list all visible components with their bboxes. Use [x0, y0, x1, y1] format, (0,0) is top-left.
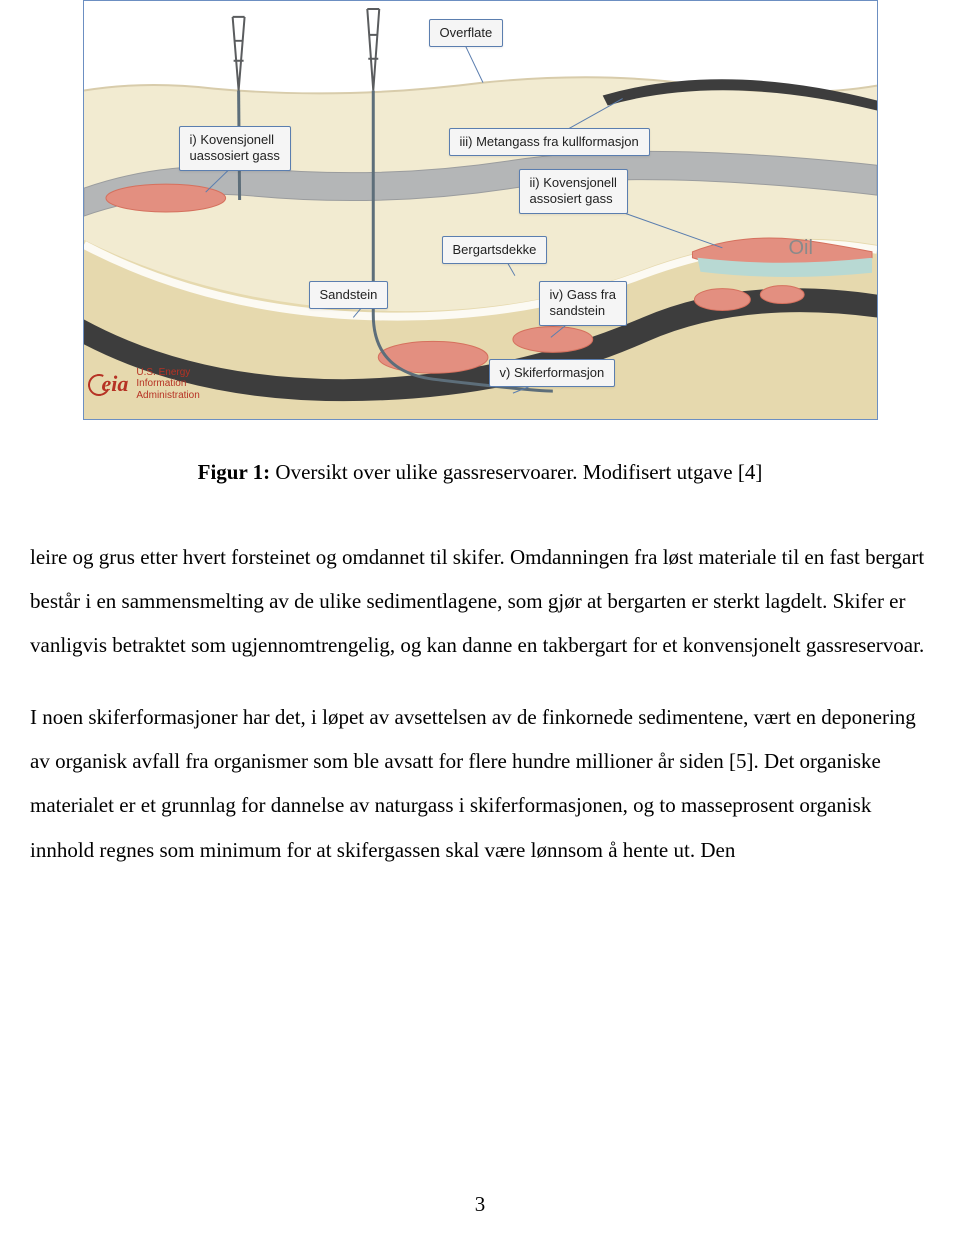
label-iii: iii) Metangass fra kullformasjon [449, 128, 650, 156]
label-oil: Oil [789, 237, 813, 260]
eia-line1: U.S. Energy [136, 367, 199, 379]
label-bergartsdekke: Bergartsdekke [442, 236, 548, 264]
page-number: 3 [0, 1192, 960, 1217]
page: Overflate i) Kovensjonelluassosiert gass… [0, 0, 960, 1235]
eia-logo: eia U.S. Energy Information Administrati… [102, 367, 200, 402]
label-iv: iv) Gass frasandstein [539, 281, 627, 326]
label-v: v) Skiferformasjon [489, 359, 616, 387]
figure-1: Overflate i) Kovensjonelluassosiert gass… [83, 0, 878, 420]
eia-text: U.S. Energy Information Administration [136, 367, 199, 402]
figure-caption: Figur 1: Oversikt over ulike gassreservo… [30, 460, 930, 485]
geology-diagram [84, 1, 877, 419]
paragraph-1: leire og grus etter hvert forsteinet og … [30, 535, 930, 667]
label-ii: ii) Kovensjonellassosiert gass [519, 169, 628, 214]
eia-line3: Administration [136, 390, 199, 402]
label-sandstein: Sandstein [309, 281, 389, 309]
body-text: leire og grus etter hvert forsteinet og … [30, 535, 930, 872]
caption-text: Oversikt over ulike gassreservoarer. Mod… [270, 460, 762, 484]
eia-line2: Information [136, 378, 199, 390]
caption-label: Figur 1: [198, 460, 271, 484]
label-i: i) Kovensjonelluassosiert gass [179, 126, 291, 171]
eia-mark: eia [102, 371, 129, 397]
label-overflate: Overflate [429, 19, 504, 47]
paragraph-2: I noen skiferformasjoner har det, i løpe… [30, 695, 930, 871]
